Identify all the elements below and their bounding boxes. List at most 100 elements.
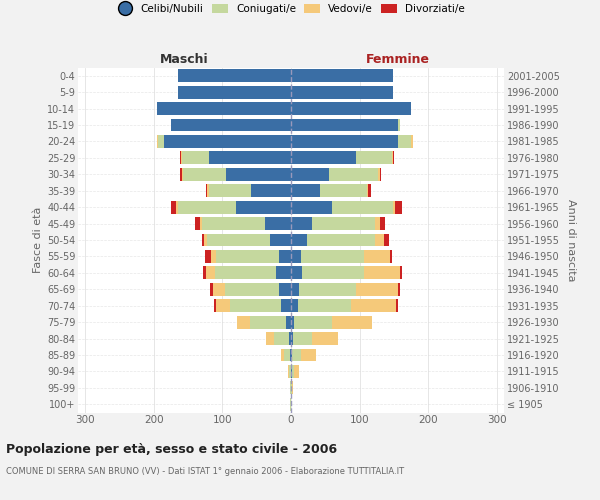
- Bar: [207, 184, 209, 197]
- Bar: [266, 332, 274, 345]
- Bar: [236, 200, 291, 213]
- Bar: [292, 348, 301, 362]
- Bar: [291, 152, 356, 164]
- Bar: [395, 200, 401, 213]
- Bar: [291, 250, 301, 263]
- Bar: [210, 283, 212, 296]
- Bar: [290, 348, 291, 362]
- Bar: [291, 86, 392, 98]
- Bar: [298, 300, 352, 312]
- Bar: [250, 316, 286, 328]
- Bar: [332, 316, 372, 328]
- Bar: [307, 234, 375, 246]
- Bar: [182, 168, 183, 180]
- Bar: [291, 382, 292, 394]
- Bar: [171, 118, 291, 132]
- Bar: [206, 266, 215, 280]
- Bar: [292, 382, 293, 394]
- Bar: [364, 250, 390, 263]
- Bar: [291, 348, 292, 362]
- Bar: [396, 300, 398, 312]
- Bar: [289, 365, 291, 378]
- Bar: [271, 234, 291, 246]
- Bar: [214, 300, 216, 312]
- Bar: [291, 300, 298, 312]
- Bar: [291, 168, 329, 180]
- Bar: [356, 152, 392, 164]
- Bar: [392, 200, 395, 213]
- Bar: [392, 152, 394, 164]
- Bar: [209, 184, 251, 197]
- Bar: [378, 168, 380, 180]
- Bar: [313, 332, 338, 345]
- Bar: [265, 217, 291, 230]
- Bar: [291, 217, 311, 230]
- Bar: [278, 283, 291, 296]
- Bar: [274, 332, 289, 345]
- Bar: [385, 234, 389, 246]
- Bar: [390, 250, 392, 263]
- Bar: [171, 200, 176, 213]
- Bar: [178, 200, 236, 213]
- Bar: [211, 250, 216, 263]
- Bar: [291, 234, 307, 246]
- Bar: [375, 217, 380, 230]
- Bar: [380, 168, 381, 180]
- Bar: [251, 184, 291, 197]
- Bar: [212, 283, 225, 296]
- Bar: [291, 118, 398, 132]
- Text: Maschi: Maschi: [160, 53, 209, 66]
- Bar: [301, 250, 364, 263]
- Bar: [281, 300, 291, 312]
- Bar: [202, 217, 265, 230]
- Bar: [158, 135, 164, 148]
- Bar: [400, 266, 403, 280]
- Bar: [290, 398, 291, 410]
- Bar: [216, 250, 280, 263]
- Bar: [157, 135, 158, 148]
- Bar: [280, 250, 291, 263]
- Bar: [181, 152, 182, 164]
- Bar: [302, 266, 364, 280]
- Bar: [291, 102, 411, 115]
- Bar: [178, 70, 291, 82]
- Bar: [215, 266, 276, 280]
- Bar: [380, 217, 385, 230]
- Bar: [291, 283, 299, 296]
- Bar: [276, 266, 291, 280]
- Bar: [291, 266, 302, 280]
- Bar: [287, 365, 289, 378]
- Bar: [179, 152, 181, 164]
- Bar: [182, 152, 209, 164]
- Bar: [291, 316, 295, 328]
- Bar: [364, 266, 400, 280]
- Bar: [291, 365, 292, 378]
- Bar: [320, 184, 367, 197]
- Bar: [311, 217, 375, 230]
- Bar: [295, 316, 332, 328]
- Bar: [352, 300, 396, 312]
- Bar: [281, 348, 284, 362]
- Legend: Celibi/Nubili, Coniugati/e, Vedovi/e, Divorziati/e: Celibi/Nubili, Coniugati/e, Vedovi/e, Di…: [113, 0, 469, 18]
- Bar: [291, 135, 398, 148]
- Bar: [398, 283, 400, 296]
- Bar: [200, 217, 202, 230]
- Bar: [209, 152, 291, 164]
- Bar: [368, 184, 371, 197]
- Bar: [329, 168, 378, 180]
- Bar: [204, 234, 207, 246]
- Bar: [203, 266, 206, 280]
- Bar: [216, 300, 230, 312]
- Bar: [291, 184, 320, 197]
- Bar: [206, 184, 207, 197]
- Bar: [291, 200, 332, 213]
- Bar: [176, 200, 178, 213]
- Bar: [289, 332, 291, 345]
- Bar: [375, 234, 385, 246]
- Bar: [299, 283, 356, 296]
- Bar: [207, 234, 271, 246]
- Bar: [226, 168, 291, 180]
- Bar: [301, 348, 316, 362]
- Bar: [157, 102, 291, 115]
- Bar: [238, 316, 250, 328]
